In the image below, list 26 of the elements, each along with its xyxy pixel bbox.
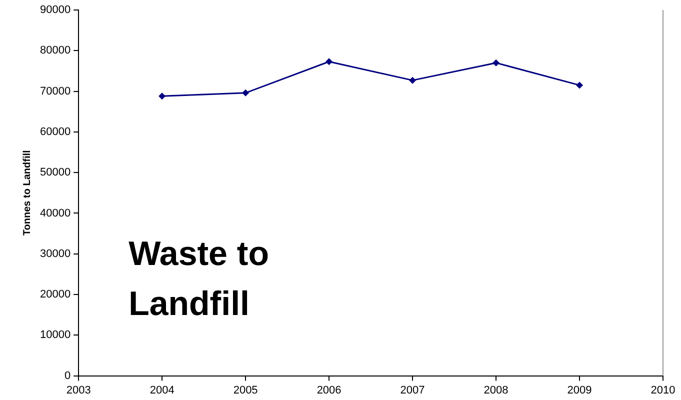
- y-axis-title: Tonnes to Landfill: [22, 150, 33, 236]
- point: [242, 89, 250, 96]
- y-tick-label: 10000: [40, 329, 71, 342]
- y-tick-label: 90000: [40, 4, 71, 16]
- x-tick-label: 2008: [484, 384, 508, 396]
- x-tick-label: 2006: [316, 384, 342, 396]
- text: Waste to Landfill: [128, 235, 270, 323]
- point: [576, 82, 584, 89]
- x-tick-label: 2009: [567, 384, 592, 396]
- x-tick-label: 2005: [233, 384, 258, 396]
- point: [409, 76, 416, 84]
- x-tick-label: 2004: [150, 384, 174, 396]
- y-tick-label: 50000: [40, 166, 71, 179]
- y-tick-label: 40000: [40, 207, 71, 220]
- x-tick-label: 2007: [400, 384, 425, 396]
- y-tick-label: 20000: [40, 288, 71, 301]
- y-tick-label: 80000: [40, 44, 71, 57]
- y-tick-label: 0: [64, 370, 71, 382]
- x-tick-label: 2003: [66, 384, 91, 396]
- y-tick-label: 30000: [40, 248, 71, 260]
- y-tick-label: 70000: [40, 85, 71, 98]
- point: [326, 58, 333, 66]
- y-tick-label: 60000: [40, 126, 71, 138]
- point: [492, 59, 500, 66]
- point: [158, 92, 166, 100]
- x-tick-label: 2010: [650, 384, 676, 396]
